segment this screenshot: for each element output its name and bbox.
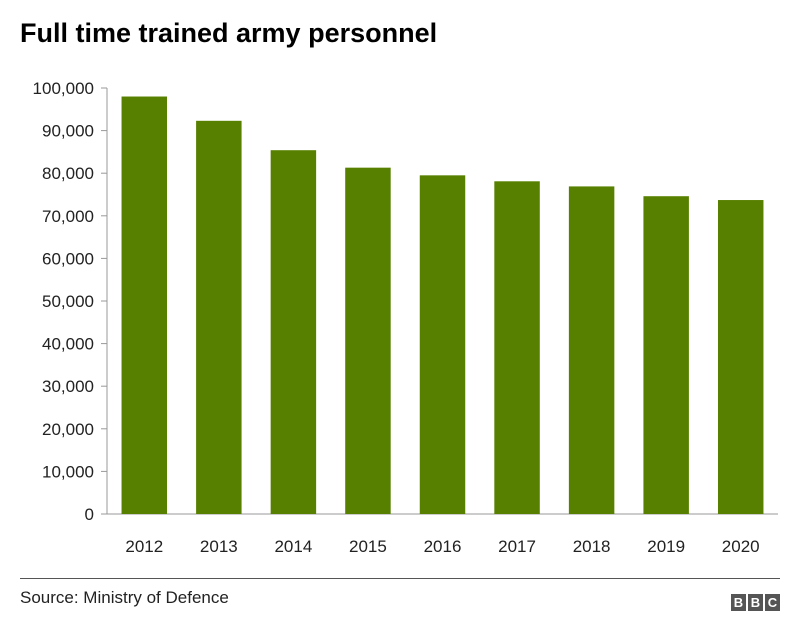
y-tick-label: 50,000: [42, 292, 94, 311]
x-axis: 2012 2013 2014 2015 2016 2017 2018 2019 2020: [107, 513, 778, 556]
bar-2016: [419, 175, 466, 514]
y-tick-label: 40,000: [42, 335, 94, 354]
x-tick-label: 2018: [573, 537, 611, 556]
source-note: Source: Ministry of Defence: [20, 588, 229, 607]
x-tick-label: 2014: [274, 537, 312, 556]
bar-2014: [270, 150, 317, 515]
bar-2020: [717, 200, 764, 514]
bar-2012: [121, 96, 168, 515]
chart-title: Full time trained army personnel: [20, 18, 438, 48]
x-tick-label: 2017: [498, 537, 536, 556]
bar-2013: [196, 120, 242, 514]
x-tick-label: 2020: [722, 537, 760, 556]
footer-divider: [20, 578, 780, 579]
bar-2019: [643, 196, 689, 515]
y-tick-label: 30,000: [42, 377, 94, 396]
y-tick-label: 80,000: [42, 164, 94, 183]
y-tick-label: 70,000: [42, 207, 94, 226]
y-tick-label: 60,000: [42, 249, 94, 268]
bbc-logo-letter: B: [731, 594, 746, 611]
y-tick-label: 10,000: [42, 462, 94, 481]
x-tick-label: 2013: [200, 537, 238, 556]
bar-2018: [568, 186, 615, 514]
bar-chart: 0 10,000 20,000 30,000 40,000 50,000 60,000 70,…: [33, 79, 778, 556]
y-tick-label: 20,000: [42, 420, 94, 439]
y-tick-label: 100,000: [33, 79, 94, 98]
bars: [121, 96, 764, 515]
bar-2017: [494, 181, 540, 514]
bbc-logo-letter: C: [765, 594, 780, 611]
x-tick-label: 2019: [647, 537, 685, 556]
y-axis: 0 10,000 20,000 30,000 40,000 50,000 60,000 70,…: [33, 79, 108, 524]
y-tick-label: 0: [85, 505, 94, 524]
x-tick-label: 2016: [424, 537, 462, 556]
bar-2015: [345, 167, 391, 515]
bbc-logo: B B C: [731, 594, 780, 611]
bbc-logo-letter: B: [748, 594, 763, 611]
x-tick-label: 2015: [349, 537, 387, 556]
y-tick-label: 90,000: [42, 122, 94, 141]
x-tick-label: 2012: [125, 537, 163, 556]
